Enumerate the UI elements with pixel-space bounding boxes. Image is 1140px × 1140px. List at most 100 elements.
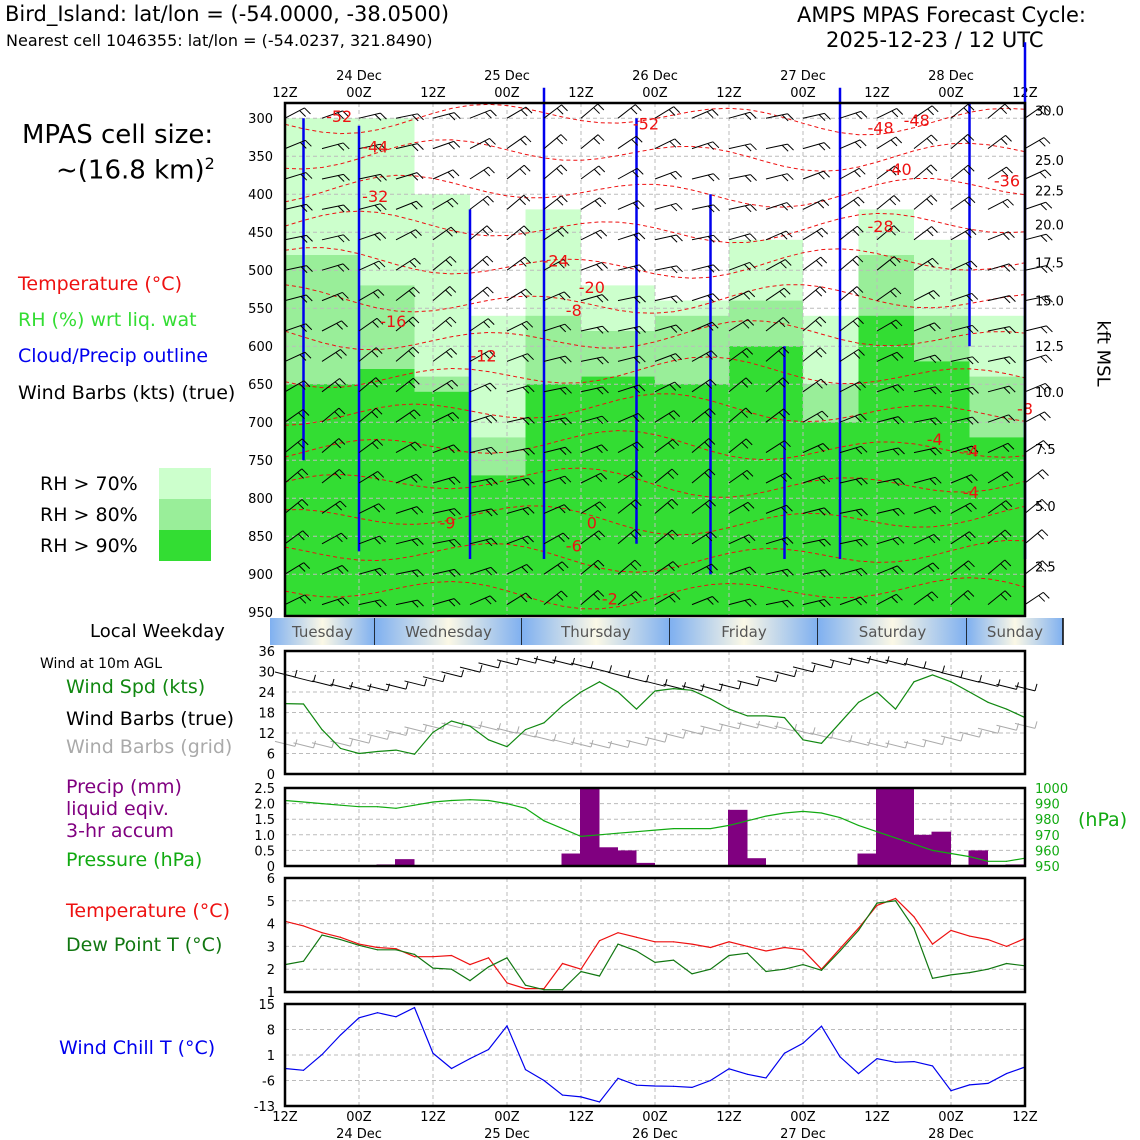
wind-barb-staff (284, 323, 306, 332)
wind-barb-flag (968, 560, 975, 568)
wind-barb-flag (971, 325, 979, 332)
temperature-line-point (654, 941, 656, 943)
height-tick-label: 30.0 (1035, 105, 1064, 120)
wind-barb-staff (506, 164, 525, 180)
surface-wind-barb-true (681, 685, 703, 692)
wind-barb-flag (305, 139, 312, 147)
wind-barb-flag (448, 509, 456, 517)
surface-wind-barb-true (590, 661, 594, 669)
weekday-band (967, 618, 1063, 645)
dewpoint-line-point (395, 949, 397, 951)
wind-barb-flag (300, 236, 308, 243)
wind-barb-flag (374, 234, 381, 241)
surface-wind-barb-true (627, 670, 631, 678)
wind-barb-staff (839, 139, 861, 150)
wind-barb-flag (638, 264, 646, 272)
wind-barb-flag (818, 508, 826, 516)
wind-barb-flag (667, 533, 675, 540)
wind-barb-staff (506, 194, 525, 210)
wind-barb-staff (913, 505, 935, 514)
wind-barb-flag (1040, 296, 1048, 304)
wind-barb-flag (963, 107, 971, 115)
wind-barb-flag (487, 195, 494, 203)
wind-barb-staff (395, 441, 416, 454)
wind-barb-staff (432, 256, 451, 271)
wind-barb-flag (669, 140, 677, 148)
surface-wind-barb-grid (922, 739, 943, 745)
precip-panel-tick-label: 0 (267, 860, 275, 875)
wind-barb-flag (966, 388, 974, 395)
wind-barb-flag (815, 260, 823, 267)
windchill-line-point (802, 1042, 804, 1044)
wind-barb-staff (432, 347, 452, 362)
site-title: Bird_Island: lat/lon = (-54.0000, -38.05… (5, 2, 450, 26)
wind-barb-flag (299, 110, 306, 117)
wind-barb-flag (855, 509, 863, 517)
wind-barb-staff (876, 384, 898, 393)
wind-barb-flag (1046, 325, 1053, 333)
wind-barb-flag (633, 265, 641, 273)
wind-barb-flag (593, 593, 600, 601)
windchill-line-point (709, 1079, 712, 1082)
pressure-tick-label: 950 (248, 606, 273, 621)
wind-barb-flag (781, 203, 789, 211)
pressure-line-point (543, 820, 545, 822)
wind-barb-flag (630, 502, 638, 510)
wind-barb-flag (706, 598, 714, 605)
rh90-region (858, 315, 914, 616)
temperature-contour (284, 505, 1026, 536)
wind-speed-line-point (302, 703, 305, 705)
temperature-contour-label: -9 (439, 514, 455, 533)
pressure-line-point (598, 834, 601, 836)
wind-barb-flag (487, 318, 495, 325)
surface-wind-barb-grid (293, 742, 314, 749)
wind-panel-tick-label: 0 (267, 768, 275, 783)
wind-barb-staff (432, 226, 452, 241)
wind-barb-flag (454, 539, 461, 546)
wind-speed-line-point (746, 715, 749, 717)
top-date-label: 27 Dec (780, 69, 826, 84)
wind-barb-flag (524, 256, 532, 264)
wind-barb-staff (506, 592, 526, 606)
wind-barb-staff (765, 440, 785, 454)
wind-barb-flag (377, 471, 385, 478)
wind-barb-staff (321, 142, 344, 150)
wind-barb-staff (469, 350, 490, 362)
wind-barb-flag (747, 319, 755, 326)
wind-barb-staff (987, 263, 1010, 271)
temperature-contour (284, 356, 1026, 389)
wind-barb-flag (410, 444, 417, 451)
surface-wind-barb-grid (533, 735, 555, 742)
wind-barb-flag (860, 568, 868, 575)
wind-barb-flag (371, 411, 379, 419)
pressure-line-point (1005, 860, 1008, 862)
pressure-line-point (395, 807, 397, 809)
wind-barb-flag (559, 357, 567, 364)
dewpoint-line-point (913, 927, 915, 929)
wind-barb-flag (1046, 295, 1053, 303)
surface-wind-barb-true (794, 669, 797, 677)
height-tick-label: 22.5 (1035, 184, 1064, 199)
wind-barb-staff (580, 356, 603, 362)
wind-barb-flag (860, 413, 867, 421)
wind-barb-flag (963, 563, 971, 571)
wind-barb-flag (933, 534, 941, 541)
dewpoint-line-point (691, 973, 693, 975)
wind-barb-flag (297, 472, 304, 479)
legend-windchill: Wind Chill T (°C) (59, 1037, 216, 1059)
wind-barb-staff (802, 286, 821, 301)
wind-barb-flag (1000, 138, 1008, 146)
wind-barb-flag (413, 409, 421, 417)
wind-barb-staff (876, 195, 895, 210)
wind-barb-flag (491, 508, 498, 516)
wind-barb-flag (890, 139, 898, 147)
wind-barb-flag (559, 325, 567, 333)
wind-barb-staff (617, 413, 639, 423)
wind-speed-line-point (913, 681, 915, 683)
wind-barb-flag (741, 441, 749, 449)
wind-barb-staff (654, 202, 677, 210)
wind-barb-flag (892, 509, 900, 516)
wind-barb-flag (819, 286, 827, 294)
surface-wind-barb-grid (664, 734, 668, 743)
wind-barb-staff (1024, 591, 1044, 606)
